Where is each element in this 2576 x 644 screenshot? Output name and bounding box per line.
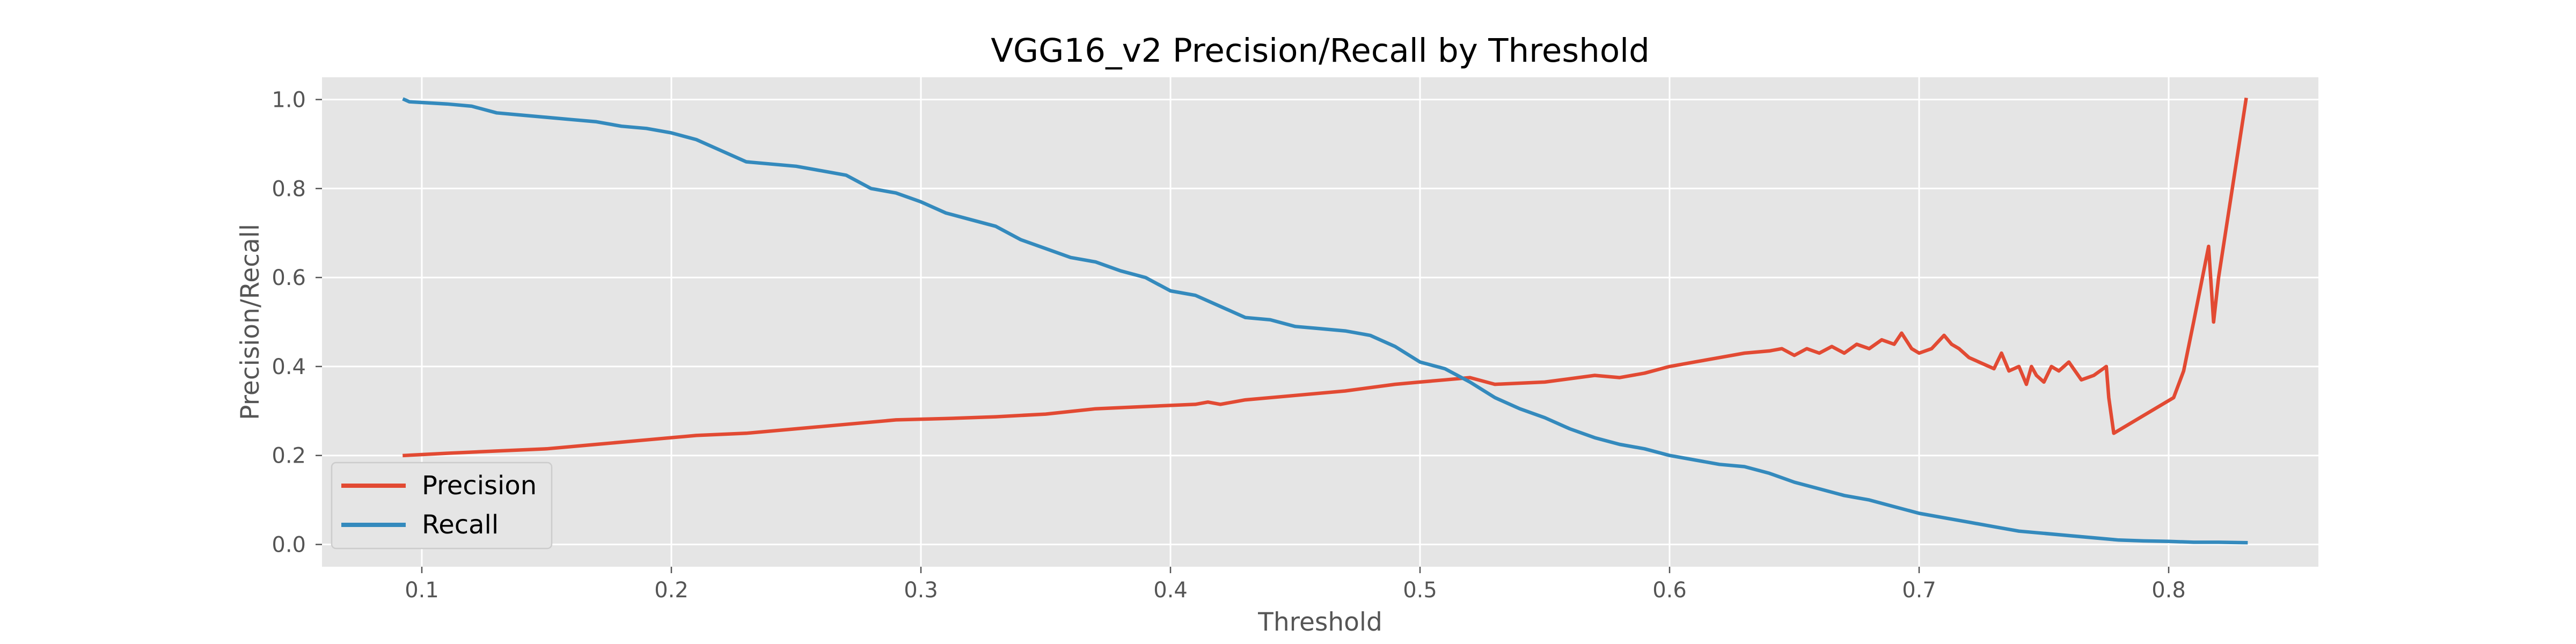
series-line-recall — [402, 97, 2248, 545]
y-tick-label: 0.4 — [272, 355, 306, 379]
x-tick-label: 0.8 — [2151, 578, 2186, 603]
chart-title: VGG16_v2 Precision/Recall by Threshold — [991, 32, 1650, 70]
y-tick-label: 0.8 — [272, 177, 306, 201]
x-tick-label: 0.3 — [904, 578, 938, 603]
legend-label-precision: Precision — [422, 471, 537, 501]
plot-area — [322, 77, 2318, 567]
series-layer — [402, 97, 2248, 545]
x-tick-label: 0.4 — [1153, 578, 1188, 603]
x-tick-label: 0.7 — [1902, 578, 1936, 603]
y-tick-label: 0.6 — [272, 266, 306, 290]
y-tick-label: 0.2 — [272, 444, 306, 469]
y-tick-label: 1.0 — [272, 87, 306, 112]
y-tick-label: 0.0 — [272, 533, 306, 558]
y-axis-label: Precision/Recall — [236, 224, 265, 420]
legend: Precision Recall — [331, 462, 553, 550]
x-tick-label: 0.5 — [1403, 578, 1437, 603]
x-tick-label: 0.6 — [1652, 578, 1687, 603]
axis-ticks: 0.1 0.2 0.3 0.4 0.5 0.6 0.7 0.8 0.0 0.2 0.4 0.6 0.8 1… — [272, 87, 2185, 603]
legend-label-recall: Recall — [422, 510, 499, 540]
x-axis-label: Threshold — [1257, 608, 1382, 637]
series-line-precision — [402, 97, 2248, 458]
x-tick-label: 0.1 — [405, 578, 439, 603]
x-tick-label: 0.2 — [654, 578, 689, 603]
